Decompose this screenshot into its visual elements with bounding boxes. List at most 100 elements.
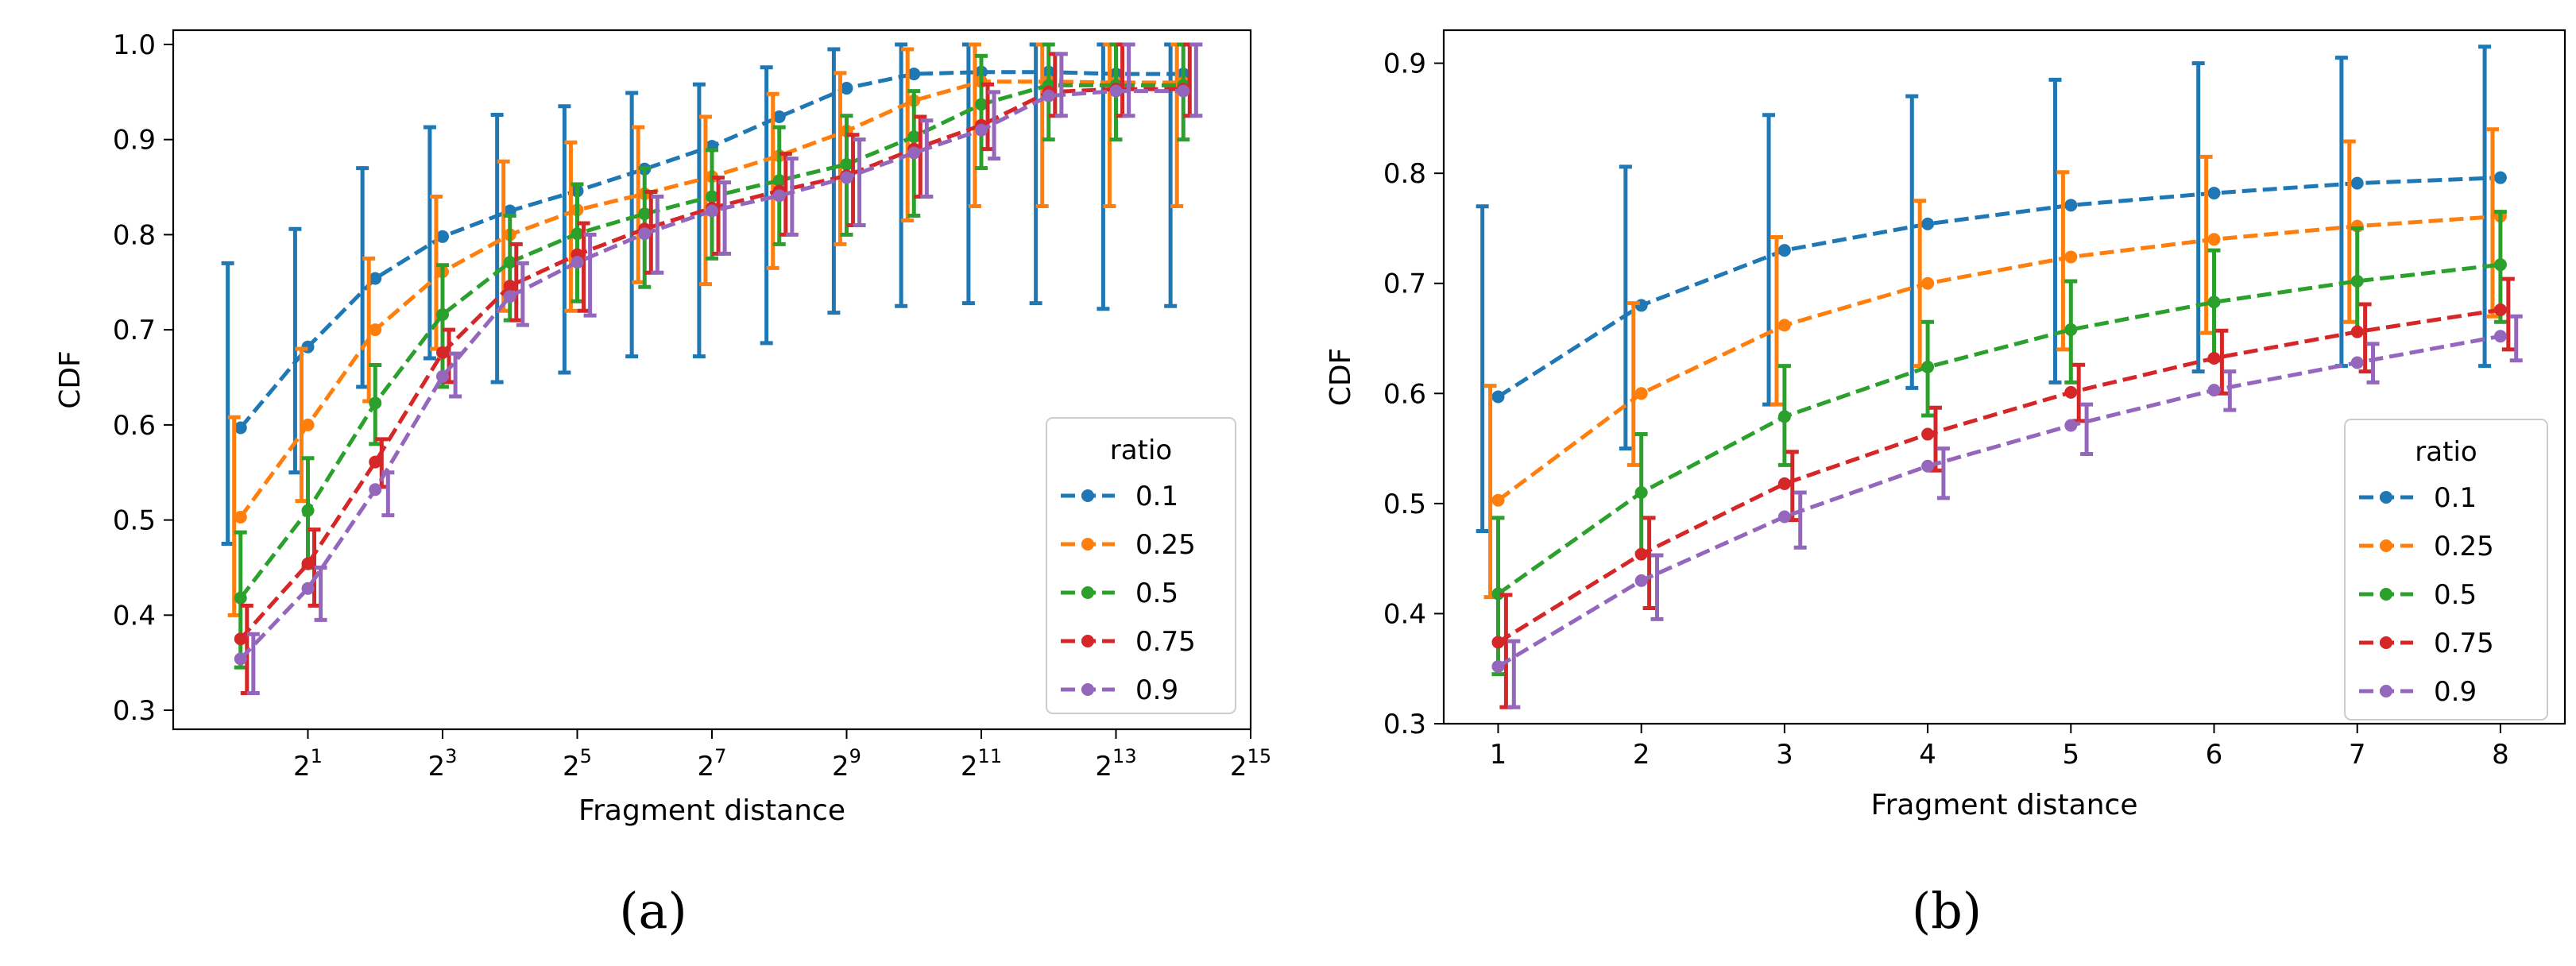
- data-point: [1921, 427, 1935, 441]
- y-axis-label: CDF: [1325, 348, 1357, 407]
- series-0.1: [221, 42, 1190, 547]
- data-point: [907, 146, 921, 160]
- legend-swatch-marker: [1081, 586, 1094, 599]
- x-tick-base: 2: [832, 751, 849, 782]
- data-point: [2207, 384, 2221, 397]
- data-point: [2350, 274, 2364, 288]
- x-tick-base: 2: [1230, 751, 1247, 782]
- legend-label: 0.1: [2434, 482, 2477, 514]
- legend-label: 0.25: [2434, 531, 2494, 562]
- data-point: [772, 189, 786, 203]
- data-point: [1634, 547, 1648, 561]
- y-axis-label: CDF: [54, 350, 87, 409]
- series-line: [1497, 176, 2501, 399]
- series-0.1: [1476, 44, 2507, 533]
- data-point: [436, 369, 449, 383]
- data-point: [706, 204, 718, 218]
- data-point: [1042, 89, 1055, 102]
- x-tick-exponent: 3: [445, 745, 457, 767]
- data-point: [2064, 250, 2078, 264]
- data-point: [234, 421, 247, 435]
- y-tick-label: 0.7: [113, 315, 156, 346]
- data-point: [638, 227, 652, 241]
- data-point: [234, 591, 247, 605]
- data-point: [1921, 276, 1935, 290]
- x-tick-label: 215: [1230, 745, 1271, 782]
- x-tick-label: 7: [2349, 739, 2366, 771]
- x-tick-exponent: 11: [978, 745, 1003, 767]
- series-0.25: [1483, 127, 2507, 600]
- x-tick-label: 211: [961, 745, 1002, 782]
- data-point: [1109, 84, 1123, 98]
- data-point: [2493, 330, 2507, 343]
- data-point: [1634, 299, 1648, 312]
- y-tick-label: 1.0: [113, 29, 156, 61]
- data-point: [2064, 199, 2078, 212]
- data-point: [2064, 419, 2078, 432]
- data-point: [772, 174, 786, 187]
- data-point: [436, 307, 449, 321]
- x-tick-label: 23: [428, 745, 458, 782]
- x-tick-label: 4: [1919, 739, 1936, 771]
- data-point: [1777, 319, 1791, 332]
- data-point: [1777, 244, 1791, 257]
- data-point: [2350, 325, 2364, 338]
- y-tick-label: 0.3: [1383, 709, 1426, 740]
- x-axis-label: Fragment distance: [1871, 789, 2138, 821]
- data-point: [840, 171, 853, 184]
- data-point: [1777, 410, 1791, 423]
- x-tick-base: 2: [698, 751, 715, 782]
- legend-swatch-marker: [2380, 491, 2392, 504]
- x-tick-exponent: 13: [1112, 745, 1137, 767]
- legend-label: 0.75: [2434, 628, 2494, 659]
- data-point: [1777, 510, 1791, 524]
- panel-b-chart: 0.3 0.4 0.5 0.6 0.7 0.8 0.9 1 2 3 4 5 6 7 8 Fragment di…: [1325, 29, 2566, 940]
- x-tick-label: 1: [1490, 739, 1507, 771]
- data-point: [1634, 574, 1648, 587]
- series-line: [1497, 262, 2501, 596]
- legend-item-0.5: 0.5: [1061, 578, 1178, 609]
- data-point: [301, 557, 315, 570]
- data-point: [369, 272, 382, 285]
- y-tick-label: 0.6: [1383, 378, 1426, 410]
- data-point: [840, 82, 853, 95]
- data-point: [503, 290, 516, 303]
- legend-item-0.5: 0.5: [2359, 579, 2477, 611]
- data-point: [301, 504, 315, 517]
- data-point: [1921, 217, 1935, 230]
- data-point: [369, 323, 382, 337]
- series-0.75: [1491, 276, 2515, 709]
- y-tick-label: 0.7: [1383, 269, 1426, 300]
- data-point: [1634, 387, 1648, 400]
- legend-item-0.9: 0.9: [2359, 676, 2477, 708]
- legend-label: 0.75: [1135, 626, 1196, 658]
- x-tick-label: 27: [698, 745, 727, 782]
- data-point: [301, 582, 315, 595]
- series-line: [1497, 307, 2501, 644]
- data-point: [234, 632, 247, 646]
- legend-swatch-marker: [1081, 538, 1094, 551]
- y-tick-label: 0.5: [113, 505, 156, 537]
- panel-a-chart: 0.30.40.50.60.70.80.91.021 23 25 27 29 211 213…: [54, 29, 1271, 940]
- series-line: [1497, 214, 2501, 502]
- x-tick-exponent: 5: [580, 745, 592, 767]
- data-point: [1491, 636, 1505, 649]
- x-tick-base: 2: [563, 751, 580, 782]
- legend-label: 0.5: [2434, 579, 2477, 611]
- x-axis-label: Fragment distance: [578, 794, 845, 827]
- panel-label: (b): [1912, 882, 1982, 940]
- legend-swatch-marker: [2380, 588, 2392, 601]
- legend-item-0.1: 0.1: [2359, 482, 2477, 514]
- plot-frame: [1442, 29, 2566, 725]
- x-tick-label: 25: [563, 745, 592, 782]
- legend-item-0.9: 0.9: [1061, 674, 1178, 706]
- legend-box: [2344, 419, 2548, 721]
- legend-label: 0.5: [1135, 578, 1178, 609]
- y-tick-label: 0.8: [1383, 158, 1426, 190]
- data-point: [1777, 477, 1791, 490]
- x-tick-label: 6: [2206, 739, 2223, 771]
- y-tick-label: 0.9: [113, 125, 156, 156]
- legend-label: 0.9: [2434, 676, 2477, 708]
- legend-item-0.75: 0.75: [1061, 626, 1196, 658]
